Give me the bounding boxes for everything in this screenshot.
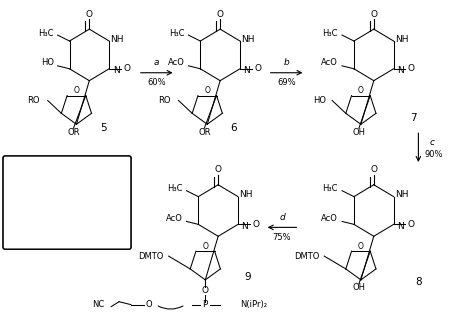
Text: OR: OR: [198, 128, 210, 137]
Text: AcO: AcO: [321, 214, 338, 223]
Text: R =: R =: [10, 190, 29, 199]
Text: 90%: 90%: [425, 150, 444, 159]
Text: 7: 7: [410, 113, 417, 123]
Text: N: N: [244, 66, 250, 75]
Text: O: O: [215, 165, 222, 174]
Text: P: P: [202, 300, 208, 309]
Text: H₃C: H₃C: [169, 29, 184, 38]
Text: NH: NH: [239, 190, 253, 199]
Text: O: O: [202, 286, 209, 295]
Text: b: b: [283, 58, 290, 67]
Text: d: d: [279, 213, 285, 222]
Text: 69%: 69%: [277, 78, 296, 87]
Text: H₃C: H₃C: [323, 184, 338, 193]
Text: AcO: AcO: [168, 58, 184, 67]
Text: R = –: R = –: [25, 189, 49, 198]
Text: NH: NH: [110, 35, 124, 44]
Text: N(iPr)₂: N(iPr)₂: [240, 300, 267, 309]
FancyBboxPatch shape: [3, 156, 131, 249]
Text: O: O: [408, 64, 415, 73]
Text: O: O: [146, 300, 152, 309]
Text: H₃C: H₃C: [38, 29, 54, 38]
Text: Me: Me: [60, 170, 74, 179]
FancyBboxPatch shape: [3, 156, 131, 249]
Text: AcO: AcO: [321, 58, 338, 67]
Text: NC: NC: [92, 300, 104, 309]
Text: H₃C: H₃C: [323, 29, 338, 38]
Text: HO: HO: [41, 58, 54, 67]
Text: N: N: [397, 66, 404, 75]
Text: R = –ξ–Si–tBu: R = –ξ–Si–tBu: [36, 190, 98, 199]
Text: O: O: [408, 220, 415, 229]
Text: O: O: [255, 64, 261, 73]
Text: O: O: [252, 220, 259, 229]
Text: 6: 6: [231, 123, 237, 133]
Text: N: N: [397, 222, 404, 231]
Text: O: O: [73, 86, 79, 95]
Text: Me: Me: [60, 213, 73, 222]
Text: c: c: [430, 138, 435, 147]
Text: O: O: [124, 64, 130, 73]
Text: a: a: [154, 58, 159, 67]
Text: Me: Me: [59, 206, 71, 215]
Text: H₃C: H₃C: [167, 184, 182, 193]
Text: O: O: [358, 242, 364, 251]
Text: DMTO: DMTO: [294, 251, 319, 261]
Text: 60%: 60%: [147, 78, 166, 87]
Text: RO: RO: [158, 96, 171, 105]
Text: O: O: [370, 165, 377, 174]
Text: OR: OR: [67, 128, 80, 137]
Text: –Si–tBu: –Si–tBu: [85, 192, 118, 201]
Text: AcO: AcO: [165, 214, 182, 223]
Text: O: O: [86, 10, 93, 19]
Text: DMTO: DMTO: [138, 251, 164, 261]
Text: Me: Me: [60, 165, 73, 174]
Text: O: O: [358, 86, 364, 95]
Text: OH: OH: [352, 283, 365, 292]
Text: 8: 8: [415, 277, 422, 287]
Text: O: O: [217, 10, 224, 19]
Text: Me: Me: [59, 180, 71, 189]
Text: HO: HO: [313, 96, 326, 105]
Bar: [5, 158, 129, 247]
Text: O: O: [202, 242, 208, 251]
Text: 5: 5: [100, 123, 107, 133]
Text: 75%: 75%: [273, 233, 292, 242]
Text: NH: NH: [241, 35, 255, 44]
Text: OH: OH: [352, 128, 365, 137]
Text: O: O: [370, 10, 377, 19]
Text: RO: RO: [27, 96, 40, 105]
Text: NH: NH: [395, 190, 408, 199]
Text: N: N: [242, 222, 248, 231]
Text: N: N: [113, 66, 119, 75]
Text: O: O: [204, 86, 210, 95]
Text: NH: NH: [395, 35, 408, 44]
Text: 9: 9: [245, 272, 251, 282]
